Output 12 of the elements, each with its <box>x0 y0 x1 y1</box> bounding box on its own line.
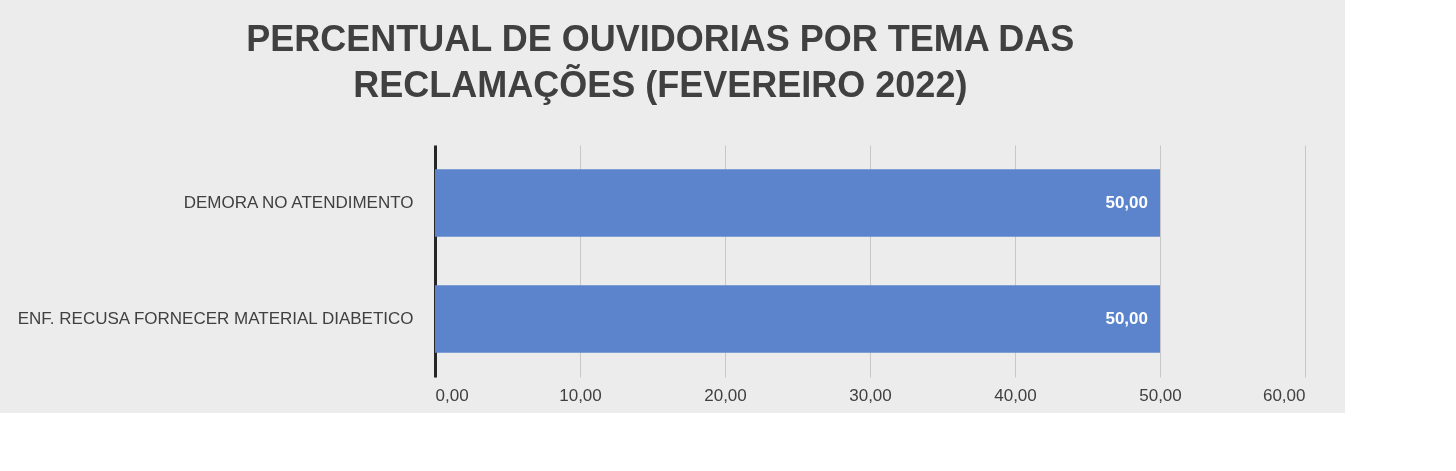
data-label: 50,00 <box>1105 309 1148 328</box>
x-tick-label: 40,00 <box>994 385 1037 405</box>
y-tick-label: ENF. RECUSA FORNECER MATERIAL DIABETICO <box>17 309 414 328</box>
x-tick-label: 60,00 <box>1262 385 1306 405</box>
data-label: 50,00 <box>1105 193 1148 212</box>
x-tick-label: 10,00 <box>559 385 602 405</box>
x-tick-label: 30,00 <box>849 385 892 405</box>
x-tick-label: 0,00 <box>435 385 469 405</box>
y-tick-label: DEMORA NO ATENDIMENTO <box>183 193 414 212</box>
chart-title: PERCENTUAL DE OUVIDORIAS POR TEMA DAS RECLAMAÇÕES (FEVEREIRO 2022) <box>246 18 1075 105</box>
x-tick-label: 20,00 <box>704 385 747 405</box>
x-tick-label: 50,00 <box>1139 385 1182 405</box>
